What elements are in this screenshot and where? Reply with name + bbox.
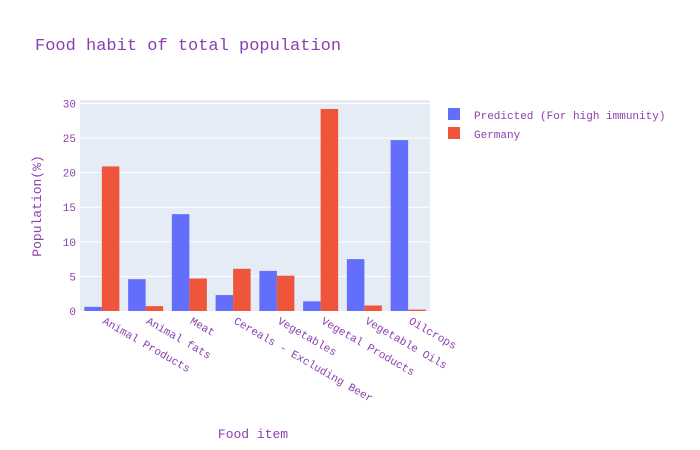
y-tick-label: 0 [69,307,76,319]
bar[interactable] [215,295,234,311]
bar[interactable] [346,259,365,311]
bar[interactable] [128,279,146,311]
gridlines [80,102,430,277]
y-tick-label: 5 [69,272,76,284]
y-tick-label: 20 [63,169,76,181]
legend-item[interactable]: Predicted (For high immunity) [448,108,665,123]
legend-label: Predicted (For high immunity) [474,111,665,123]
bar[interactable] [303,301,321,311]
y-tick-label: 10 [63,238,76,250]
bar[interactable] [408,309,426,311]
bar[interactable] [320,108,339,312]
y-tick-label: 30 [63,99,76,111]
bar[interactable] [364,305,382,311]
bar[interactable] [189,278,207,311]
y-tick-label: 25 [63,134,76,146]
y-tick-label: 15 [63,203,76,215]
bar[interactable] [233,268,251,311]
legend-swatch [448,108,460,120]
bar[interactable] [276,275,295,311]
bar[interactable] [390,140,409,311]
x-axis-title: Food item [218,427,288,442]
chart-title: Food habit of total population [35,37,341,56]
y-axis-title: Population(%) [30,155,45,256]
bar[interactable] [101,166,120,311]
legend-label: Germany [474,130,521,142]
bar[interactable] [259,270,277,311]
legend-swatch [448,127,460,139]
y-axis-ticks: 0 5 10 15 20 25 30 [63,99,76,319]
bar[interactable] [171,214,190,311]
bar[interactable] [145,306,164,311]
plot-area [80,100,430,311]
bars [84,108,426,312]
bar[interactable] [84,306,102,311]
legend[interactable]: Predicted (For high immunity) Germany [448,108,665,142]
legend-item[interactable]: Germany [448,127,521,142]
